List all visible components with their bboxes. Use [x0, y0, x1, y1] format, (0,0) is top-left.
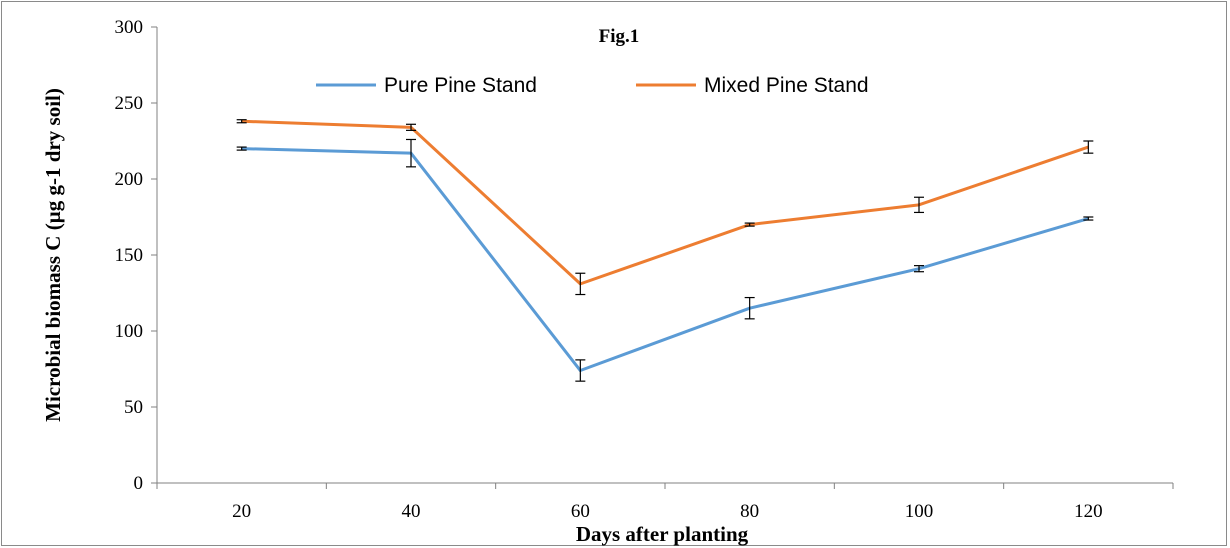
y-tick-label: 300: [115, 17, 144, 38]
legend: Pure Pine Stand Mixed Pine Stand: [316, 74, 869, 97]
error-bar: [575, 272, 586, 296]
x-tick-label: 80: [740, 501, 759, 522]
series-line: [241, 147, 1089, 373]
y-axis-label: Microbial biomass C (µg g-1 dry soil): [41, 88, 65, 422]
error-bar: [914, 265, 924, 273]
error-bar: [236, 146, 247, 151]
x-axis-label: Days after planting: [576, 522, 749, 546]
error-bar: [744, 296, 755, 320]
error-bar: [744, 222, 755, 227]
chart-title: Fig.1: [599, 26, 640, 47]
y-tick-label: 0: [134, 473, 144, 494]
y-tick-label: 50: [124, 397, 143, 418]
error-bar: [1083, 216, 1094, 221]
error-bar: [575, 359, 586, 382]
error-bar: [1083, 140, 1094, 154]
error-bar: [236, 119, 247, 124]
x-tick-label: 40: [402, 501, 421, 522]
y-tick-label: 250: [115, 93, 144, 114]
y-tick-label: 200: [115, 169, 144, 190]
y-axis: 0 50 100 150 200 250 300: [115, 17, 158, 494]
error-bar: [914, 196, 924, 214]
x-tick-label: 120: [1074, 501, 1103, 522]
series-layer: [236, 119, 1094, 382]
x-tick-label: 20: [232, 501, 251, 522]
legend-label-pure-pine: Pure Pine Stand: [384, 74, 537, 97]
x-axis: 20 40 60 80 100 120: [156, 482, 1174, 522]
y-tick-label: 100: [115, 321, 144, 342]
error-bar: [406, 123, 416, 131]
series-line: [241, 119, 1089, 286]
y-tick-label: 150: [115, 245, 144, 266]
series-pure-pine-stand: [236, 138, 1094, 382]
x-tick-label: 100: [905, 501, 934, 522]
x-tick-label: 60: [571, 501, 590, 522]
series-mixed-pine-stand: [236, 119, 1094, 296]
legend-label-mixed-pine: Mixed Pine Stand: [704, 74, 869, 97]
error-bar: [406, 138, 416, 168]
